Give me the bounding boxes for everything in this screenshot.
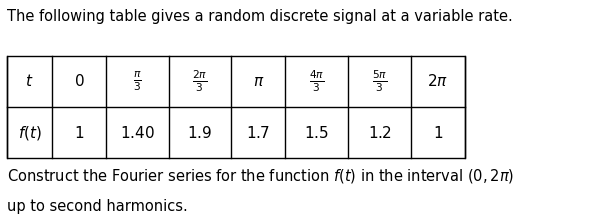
Text: $\frac{4\pi}{3}$: $\frac{4\pi}{3}$ (309, 68, 324, 94)
Text: up to second harmonics.: up to second harmonics. (7, 199, 188, 214)
Text: $1.7$: $1.7$ (246, 125, 270, 141)
Text: $\frac{2\pi}{3}$: $\frac{2\pi}{3}$ (193, 68, 208, 94)
Text: $1.2$: $1.2$ (368, 125, 391, 141)
Text: $f(t)$: $f(t)$ (18, 124, 41, 142)
Text: $\pi$: $\pi$ (252, 74, 264, 89)
Text: $1.9$: $1.9$ (187, 125, 213, 141)
Text: $1.5$: $1.5$ (304, 125, 329, 141)
Text: $t$: $t$ (25, 73, 34, 89)
Text: $1$: $1$ (74, 125, 84, 141)
Text: $1.40$: $1.40$ (120, 125, 155, 141)
Text: $1$: $1$ (432, 125, 443, 141)
Text: $2\pi$: $2\pi$ (427, 73, 448, 89)
Text: $\frac{5\pi}{3}$: $\frac{5\pi}{3}$ (372, 68, 387, 94)
Text: $0$: $0$ (74, 73, 84, 89)
Text: Construct the Fourier series for the function $f(t)$ in the interval $(0, 2\pi)$: Construct the Fourier series for the fun… (7, 167, 514, 185)
Text: $\frac{\pi}{3}$: $\frac{\pi}{3}$ (133, 70, 142, 93)
Bar (7, 56, 465, 158)
Text: The following table gives a random discrete signal at a variable rate.: The following table gives a random discr… (7, 9, 513, 24)
